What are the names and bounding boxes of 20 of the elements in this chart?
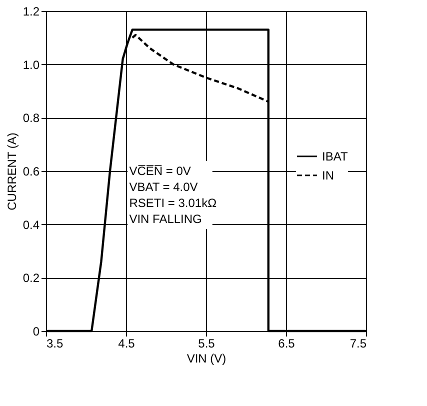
y-tick-label: 1.2 xyxy=(22,4,40,18)
annotation: RSETI = 3.01kΩ xyxy=(129,196,217,210)
x-tick-label: 3.5 xyxy=(46,336,64,350)
annotation: VIN FALLING xyxy=(129,212,202,226)
x-tick-label: 4.5 xyxy=(118,336,136,350)
x-tick-label: 7.5 xyxy=(350,336,367,350)
annotation: VC̅E̅N̅ = 0V xyxy=(129,164,191,178)
legend-label: IN xyxy=(322,168,334,182)
y-tick-label: 1.0 xyxy=(22,58,40,72)
annotation: VBAT = 4.0V xyxy=(129,180,198,194)
y-tick-label: 0.2 xyxy=(22,271,40,286)
x-axis-title: VIN (V) xyxy=(186,352,226,366)
x-tick-label: 5.5 xyxy=(198,336,216,350)
legend-label: IBAT xyxy=(322,149,348,164)
y-tick-label: 0.6 xyxy=(22,164,40,178)
y-tick-label: 0 xyxy=(32,324,40,338)
y-axis-title: CURRENT (A) xyxy=(4,132,19,210)
x-tick-label: 6.5 xyxy=(278,336,296,350)
y-tick-label: 0.4 xyxy=(22,218,40,232)
y-tick-label: 0.8 xyxy=(22,111,40,126)
